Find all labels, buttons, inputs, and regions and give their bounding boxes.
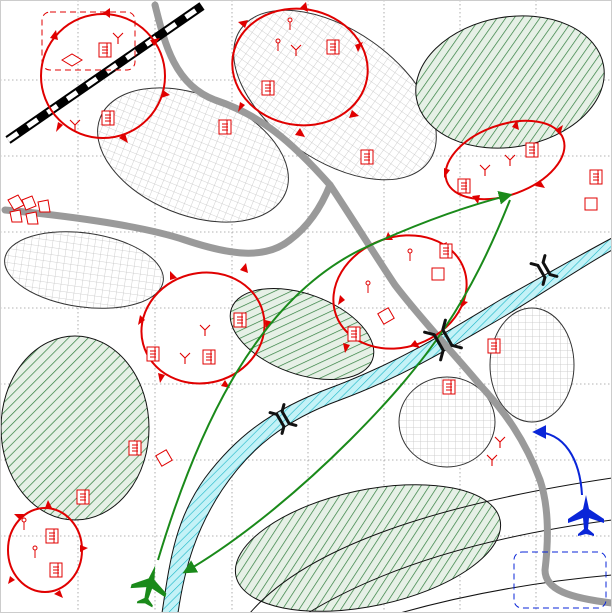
forest-area	[0, 335, 150, 521]
air-route	[532, 425, 583, 496]
hostile-boundary	[231, 7, 369, 127]
friendly-advance-route	[182, 199, 511, 574]
forest-area	[415, 15, 605, 149]
hostile-unit-icon	[442, 379, 456, 395]
hostile-unit-icon	[128, 440, 142, 456]
urban-areas	[4, 9, 575, 468]
hostile-unit-icon	[431, 267, 445, 281]
hostile-unit-icon	[98, 42, 112, 58]
hostile-unit-icon	[487, 338, 501, 354]
forest-area	[229, 287, 375, 381]
hostile-unit-icon	[439, 243, 453, 259]
hostile-boundary	[140, 271, 266, 385]
hostile-boundary	[40, 13, 166, 139]
aircraft-icon	[568, 495, 604, 536]
hostile-unit-icon	[76, 489, 90, 505]
river	[161, 237, 612, 613]
road	[1, 181, 334, 257]
urban-area	[489, 307, 575, 423]
hostile-unit-icon	[377, 307, 395, 325]
urban-area	[398, 376, 496, 468]
friendly-advance-routes	[157, 190, 513, 574]
road	[151, 1, 612, 607]
obstacle-icon	[7, 194, 51, 225]
urban-area	[4, 231, 164, 309]
aircraft-icon	[130, 565, 167, 608]
hostile-unit-icon	[457, 178, 471, 194]
bridge-icon	[529, 254, 559, 286]
hostile-unit-icon	[101, 110, 115, 126]
hostile-unit-icon	[202, 349, 216, 365]
hostile-units	[21, 17, 603, 578]
hostile-unit-icon	[347, 326, 361, 342]
hostile-unit-icon	[61, 53, 83, 67]
hostile-unit-icon	[326, 39, 340, 55]
hostile-boundary	[444, 119, 566, 201]
hostile-unit-icon	[45, 528, 59, 544]
friendly-advance-route	[157, 190, 513, 561]
hostile-unit-icon	[218, 119, 232, 135]
hostile-assembly-area	[41, 11, 136, 71]
hostile-unit-icon	[584, 197, 598, 211]
hostile-unit-icon	[589, 169, 603, 185]
hostile-unit-icon	[49, 562, 63, 578]
bridge-icon	[423, 318, 463, 362]
hostile-unit-icon	[233, 312, 247, 328]
railway-line	[5, 2, 205, 144]
bridges	[268, 254, 559, 435]
bridge-icon	[268, 403, 298, 435]
hostile-unit-icon	[146, 346, 160, 362]
hostile-unit-icon	[525, 142, 539, 158]
hostile-unit-icon	[155, 449, 173, 467]
hostile-unit-icon	[261, 80, 275, 96]
forest-area	[234, 484, 502, 612]
hostile-unit-icon	[360, 149, 374, 165]
